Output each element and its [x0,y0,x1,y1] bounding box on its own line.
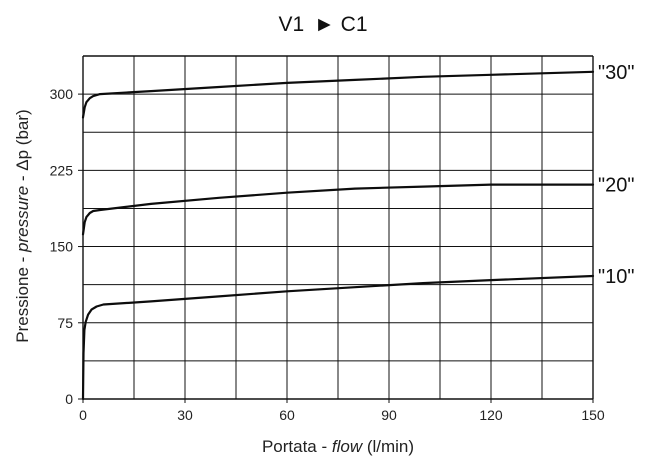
y-axis-title-italic: pressure [13,186,32,253]
chart-title: V1 ► C1 [278,13,367,36]
chart-title-left: V1 [278,13,304,36]
x-tick-label: 0 [79,407,87,423]
y-tick-label: 75 [57,315,73,331]
chart-title-right: C1 [341,13,368,36]
series-labels: "30" "20" "10" [598,62,634,288]
series-curve [81,183,595,236]
y-tick-label: 225 [50,162,74,178]
y-axis-title-suffix: - Δp (bar) [13,109,32,181]
y-axis-title-prefix: Pressione - [13,252,32,343]
series-curve [81,274,595,401]
flow-arrow-icon: ► [314,13,335,36]
grid [82,55,594,400]
series-label: "10" [598,266,634,288]
y-tick-label: 300 [50,86,74,102]
y-tick-label: 150 [50,239,74,255]
series-label: "30" [598,62,634,84]
x-axis-title: Portata - flow (l/min) [262,437,414,456]
x-tick-label: 30 [177,407,193,423]
x-tick-label: 90 [381,407,397,423]
y-axis-title: Pressione - pressure - Δp (bar) [13,109,32,342]
x-tick-label: 120 [479,407,503,423]
axis-ticks: 0 30 60 90 120 150 0 75 150 225 300 [50,86,605,423]
series-curve [81,70,595,119]
x-axis-title-suffix: (l/min) [367,437,414,456]
x-tick-label: 60 [279,407,295,423]
curves [81,70,595,401]
x-tick-label: 150 [581,407,605,423]
x-axis-title-prefix: Portata - [262,437,332,456]
x-axis-title-italic: flow [332,437,364,456]
series-label: "20" [598,175,634,197]
y-tick-label: 0 [65,391,73,407]
